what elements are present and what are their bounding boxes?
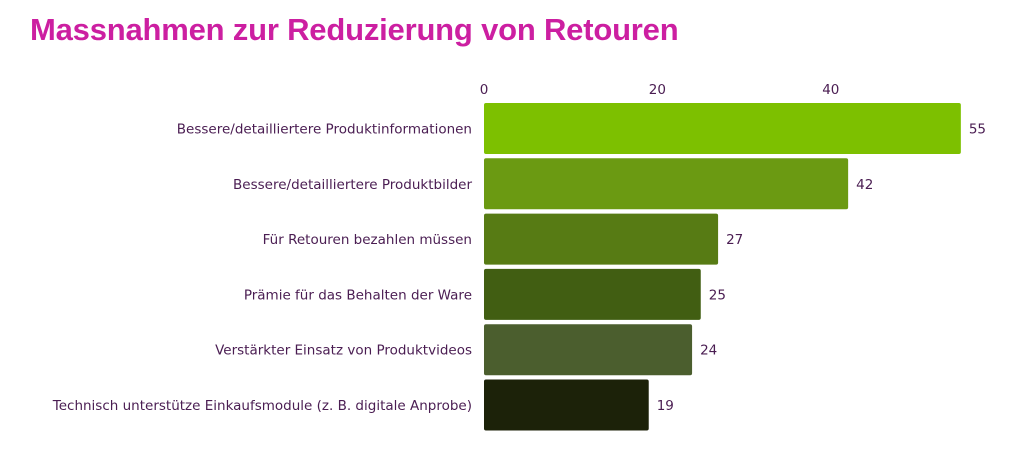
bar — [484, 324, 693, 376]
bar — [484, 268, 701, 320]
category-label: Bessere/detailliertere Produktbilder — [233, 177, 472, 193]
category-labels: Bessere/detailliertere Produktinformatio… — [52, 122, 473, 415]
bar-series — [484, 103, 961, 431]
category-label: Bessere/detailliertere Produktinformatio… — [177, 122, 472, 138]
bar — [484, 158, 849, 210]
value-labels: 55 42 27 25 24 19 — [657, 122, 986, 415]
category-label: Technisch unterstütze Einkaufsmodule (z.… — [52, 398, 472, 414]
value-label: 19 — [657, 398, 674, 414]
x-tick-label: 40 — [822, 82, 839, 98]
chart-title: Massnahmen zur Reduzierung von Retouren — [30, 12, 679, 47]
value-label: 55 — [969, 122, 986, 138]
value-label: 24 — [700, 343, 717, 359]
category-label: Prämie für das Behalten der Ware — [244, 287, 472, 303]
x-tick-label: 20 — [649, 82, 666, 98]
category-label: Verstärkter Einsatz von Produktvideos — [215, 343, 472, 359]
category-label: Für Retouren bezahlen müssen — [263, 232, 472, 248]
x-tick-label: 0 — [480, 82, 489, 98]
bar — [484, 213, 719, 265]
value-label: 42 — [856, 177, 873, 193]
bar — [484, 379, 649, 431]
value-label: 25 — [709, 287, 726, 303]
bar — [484, 103, 961, 154]
value-label: 27 — [726, 232, 743, 248]
x-axis-ticks: 0 20 40 — [480, 82, 840, 98]
